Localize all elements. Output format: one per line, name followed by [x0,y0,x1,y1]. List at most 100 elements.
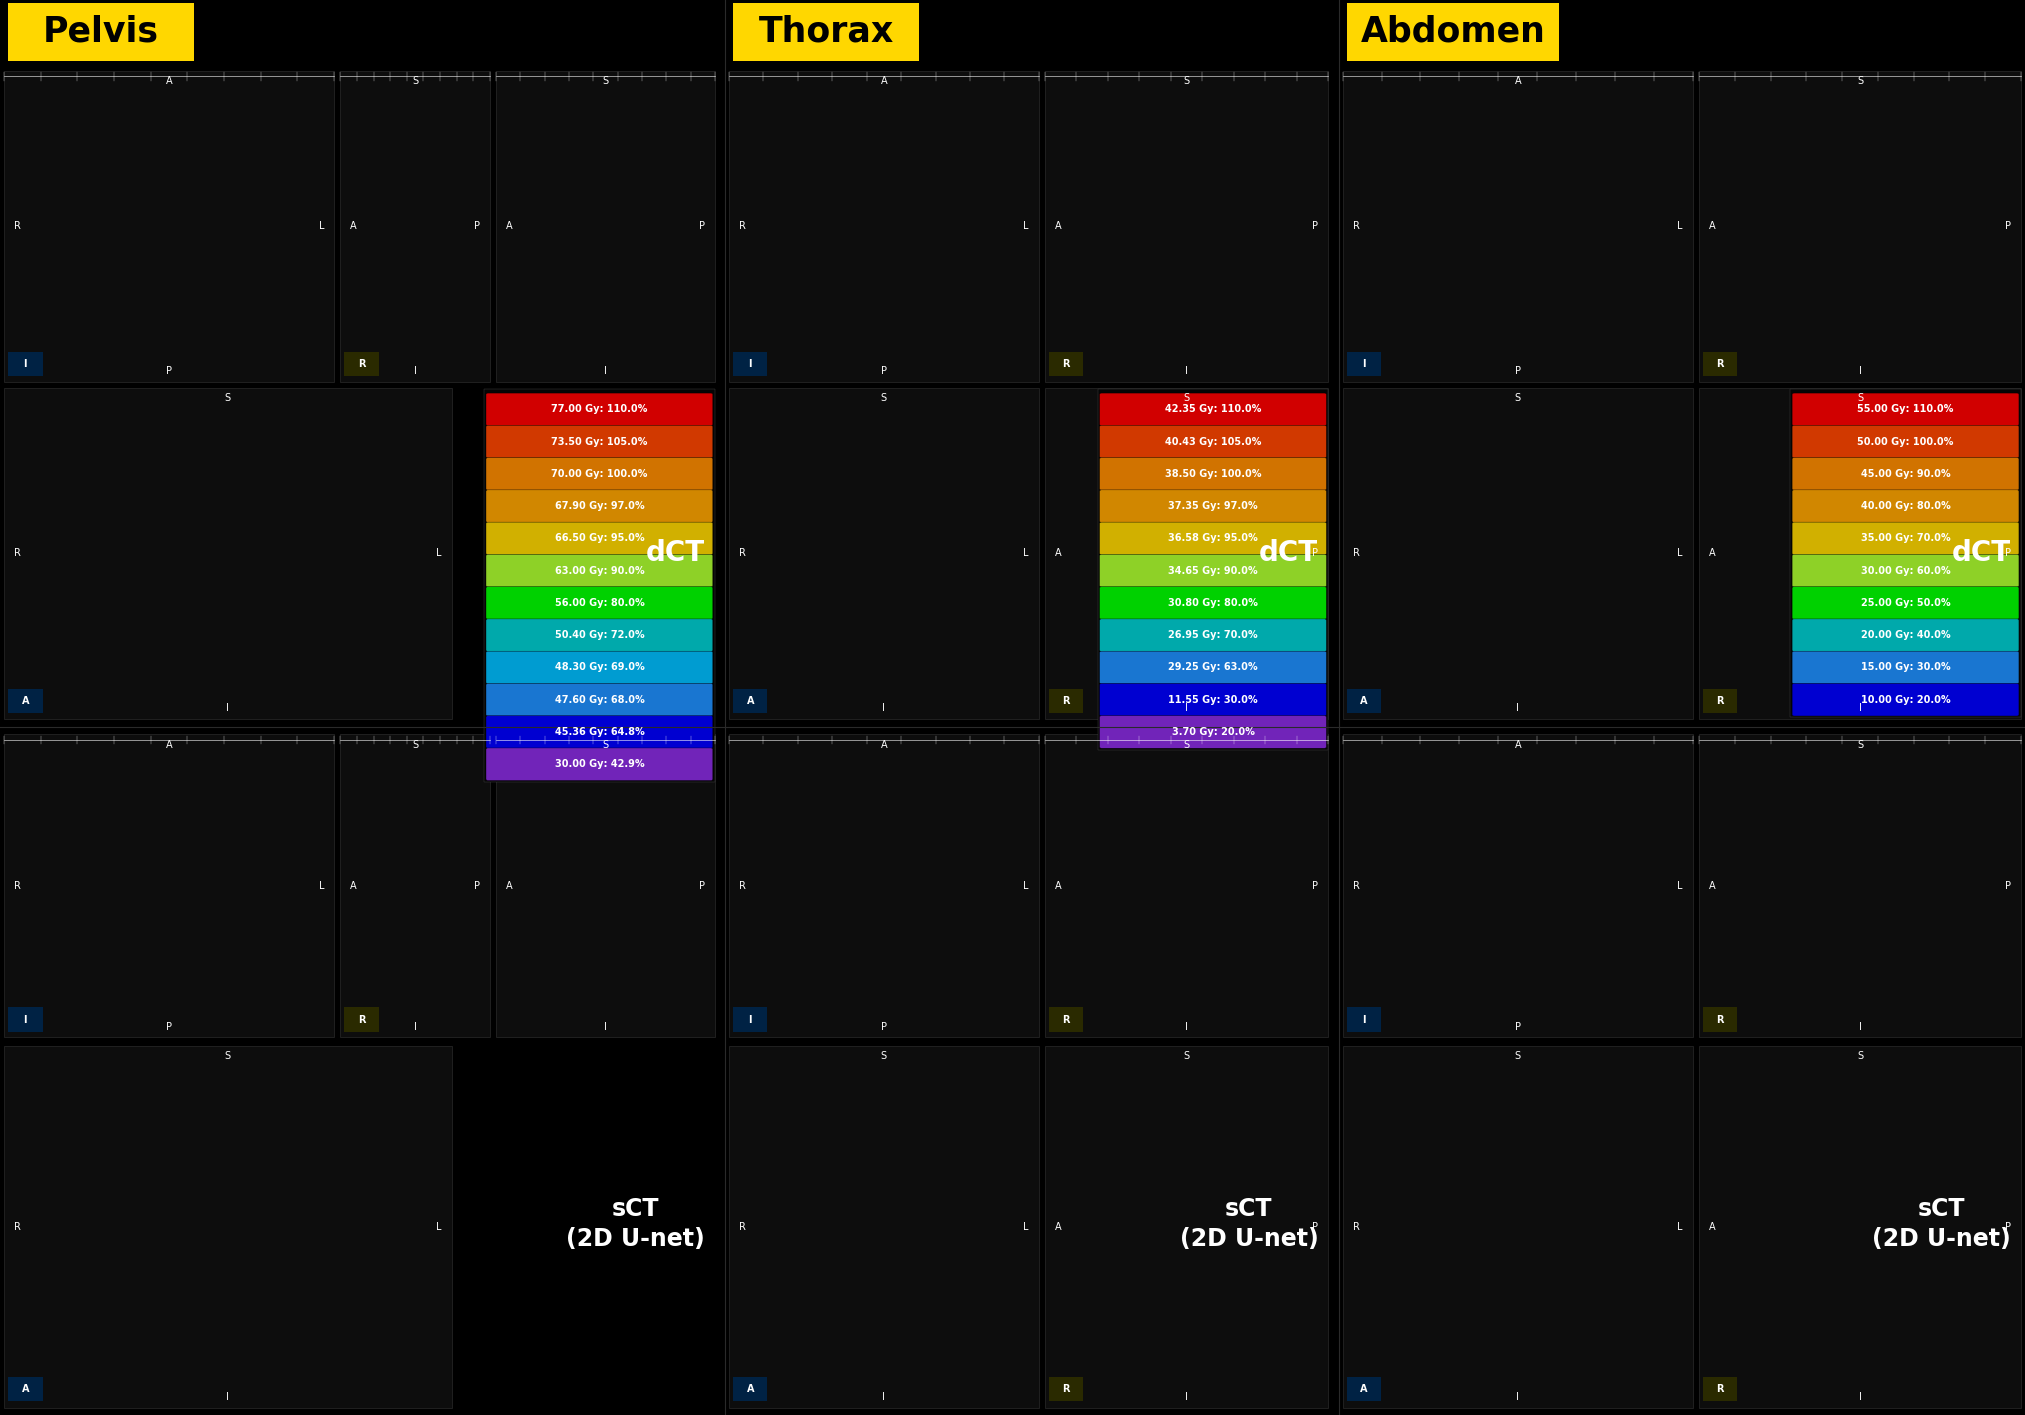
FancyBboxPatch shape [1100,457,1326,490]
Text: S: S [411,76,419,86]
Text: R: R [739,880,745,891]
FancyBboxPatch shape [1343,388,1693,719]
Text: P: P [166,366,172,376]
Text: A: A [881,740,887,750]
Text: S: S [1857,1051,1863,1061]
Text: 30.80 Gy: 80.0%: 30.80 Gy: 80.0% [1168,599,1258,608]
FancyBboxPatch shape [733,3,919,61]
Text: A: A [881,76,887,86]
FancyBboxPatch shape [1790,389,2021,717]
Text: I: I [1363,359,1365,369]
Text: I: I [1859,1022,1861,1032]
Text: S: S [881,1051,887,1061]
Text: I: I [1185,366,1189,376]
Text: R: R [739,1221,745,1232]
FancyBboxPatch shape [1703,689,1737,713]
FancyBboxPatch shape [1699,1046,2021,1408]
Text: S: S [601,740,610,750]
FancyBboxPatch shape [729,734,1039,1037]
FancyBboxPatch shape [1792,490,2019,522]
Text: L: L [318,221,324,232]
Text: 20.00 Gy: 40.0%: 20.00 Gy: 40.0% [1861,630,1950,640]
Text: R: R [739,221,745,232]
Text: P: P [699,221,705,232]
Text: A: A [1709,1221,1715,1232]
FancyBboxPatch shape [1703,1377,1737,1401]
FancyBboxPatch shape [486,651,713,683]
Text: R: R [1353,221,1359,232]
FancyBboxPatch shape [1703,1007,1737,1032]
FancyBboxPatch shape [1792,618,2019,651]
FancyBboxPatch shape [486,683,713,716]
FancyBboxPatch shape [486,716,713,749]
Text: A: A [1709,221,1715,232]
Text: 50.00 Gy: 100.0%: 50.00 Gy: 100.0% [1857,437,1954,447]
FancyBboxPatch shape [4,388,452,719]
FancyBboxPatch shape [1100,683,1326,716]
Text: 26.95 Gy: 70.0%: 26.95 Gy: 70.0% [1168,630,1258,640]
Text: 37.35 Gy: 97.0%: 37.35 Gy: 97.0% [1168,501,1258,511]
Text: A: A [1515,740,1521,750]
FancyBboxPatch shape [1045,388,1328,719]
Text: A: A [747,696,753,706]
Text: S: S [1857,393,1863,403]
Text: 25.00 Gy: 50.0%: 25.00 Gy: 50.0% [1861,599,1950,608]
Text: R: R [14,548,20,559]
Text: I: I [1859,1392,1861,1402]
FancyBboxPatch shape [8,3,194,61]
Text: P: P [474,221,480,232]
Text: A: A [166,740,172,750]
FancyBboxPatch shape [1792,651,2019,683]
Text: I: I [24,359,26,369]
Text: dCT: dCT [1260,539,1318,567]
Text: L: L [1023,1221,1029,1232]
Text: R: R [1063,359,1069,369]
Text: R: R [14,880,20,891]
Text: sCT
(2D U-net): sCT (2D U-net) [1871,1197,2011,1251]
FancyBboxPatch shape [1100,651,1326,683]
FancyBboxPatch shape [1699,734,2021,1037]
Text: R: R [1353,548,1359,559]
Text: R: R [1063,1384,1069,1394]
FancyBboxPatch shape [486,457,713,490]
Text: I: I [1185,703,1189,713]
FancyBboxPatch shape [1100,587,1326,620]
Text: R: R [358,359,364,369]
Text: 30.00 Gy: 60.0%: 30.00 Gy: 60.0% [1861,566,1950,576]
Text: P: P [1312,1221,1318,1232]
Text: S: S [881,393,887,403]
Text: I: I [1185,1392,1189,1402]
Text: I: I [227,703,229,713]
FancyBboxPatch shape [1100,522,1326,555]
Text: P: P [1312,880,1318,891]
Text: Abdomen: Abdomen [1361,14,1545,50]
Text: S: S [1183,1051,1191,1061]
Text: P: P [2005,880,2011,891]
Text: R: R [1717,359,1723,369]
Text: 29.25 Gy: 63.0%: 29.25 Gy: 63.0% [1168,662,1258,672]
Text: S: S [411,740,419,750]
FancyBboxPatch shape [486,490,713,522]
Text: 45.00 Gy: 90.0%: 45.00 Gy: 90.0% [1861,468,1950,478]
Text: S: S [1857,740,1863,750]
Text: I: I [413,366,417,376]
Text: R: R [739,548,745,559]
Text: L: L [1023,880,1029,891]
Text: A: A [1709,880,1715,891]
Text: S: S [1183,740,1191,750]
FancyBboxPatch shape [340,734,490,1037]
Text: A: A [166,76,172,86]
Text: P: P [2005,548,2011,559]
Text: dCT: dCT [1952,539,2011,567]
Text: 11.55 Gy: 30.0%: 11.55 Gy: 30.0% [1168,695,1258,705]
Text: L: L [1023,221,1029,232]
Text: A: A [350,221,356,232]
FancyBboxPatch shape [1100,555,1326,587]
FancyBboxPatch shape [1045,71,1328,382]
Text: A: A [1361,696,1367,706]
Text: S: S [1183,76,1191,86]
FancyBboxPatch shape [1347,689,1381,713]
FancyBboxPatch shape [1792,426,2019,458]
FancyBboxPatch shape [4,71,334,382]
Text: R: R [14,1221,20,1232]
